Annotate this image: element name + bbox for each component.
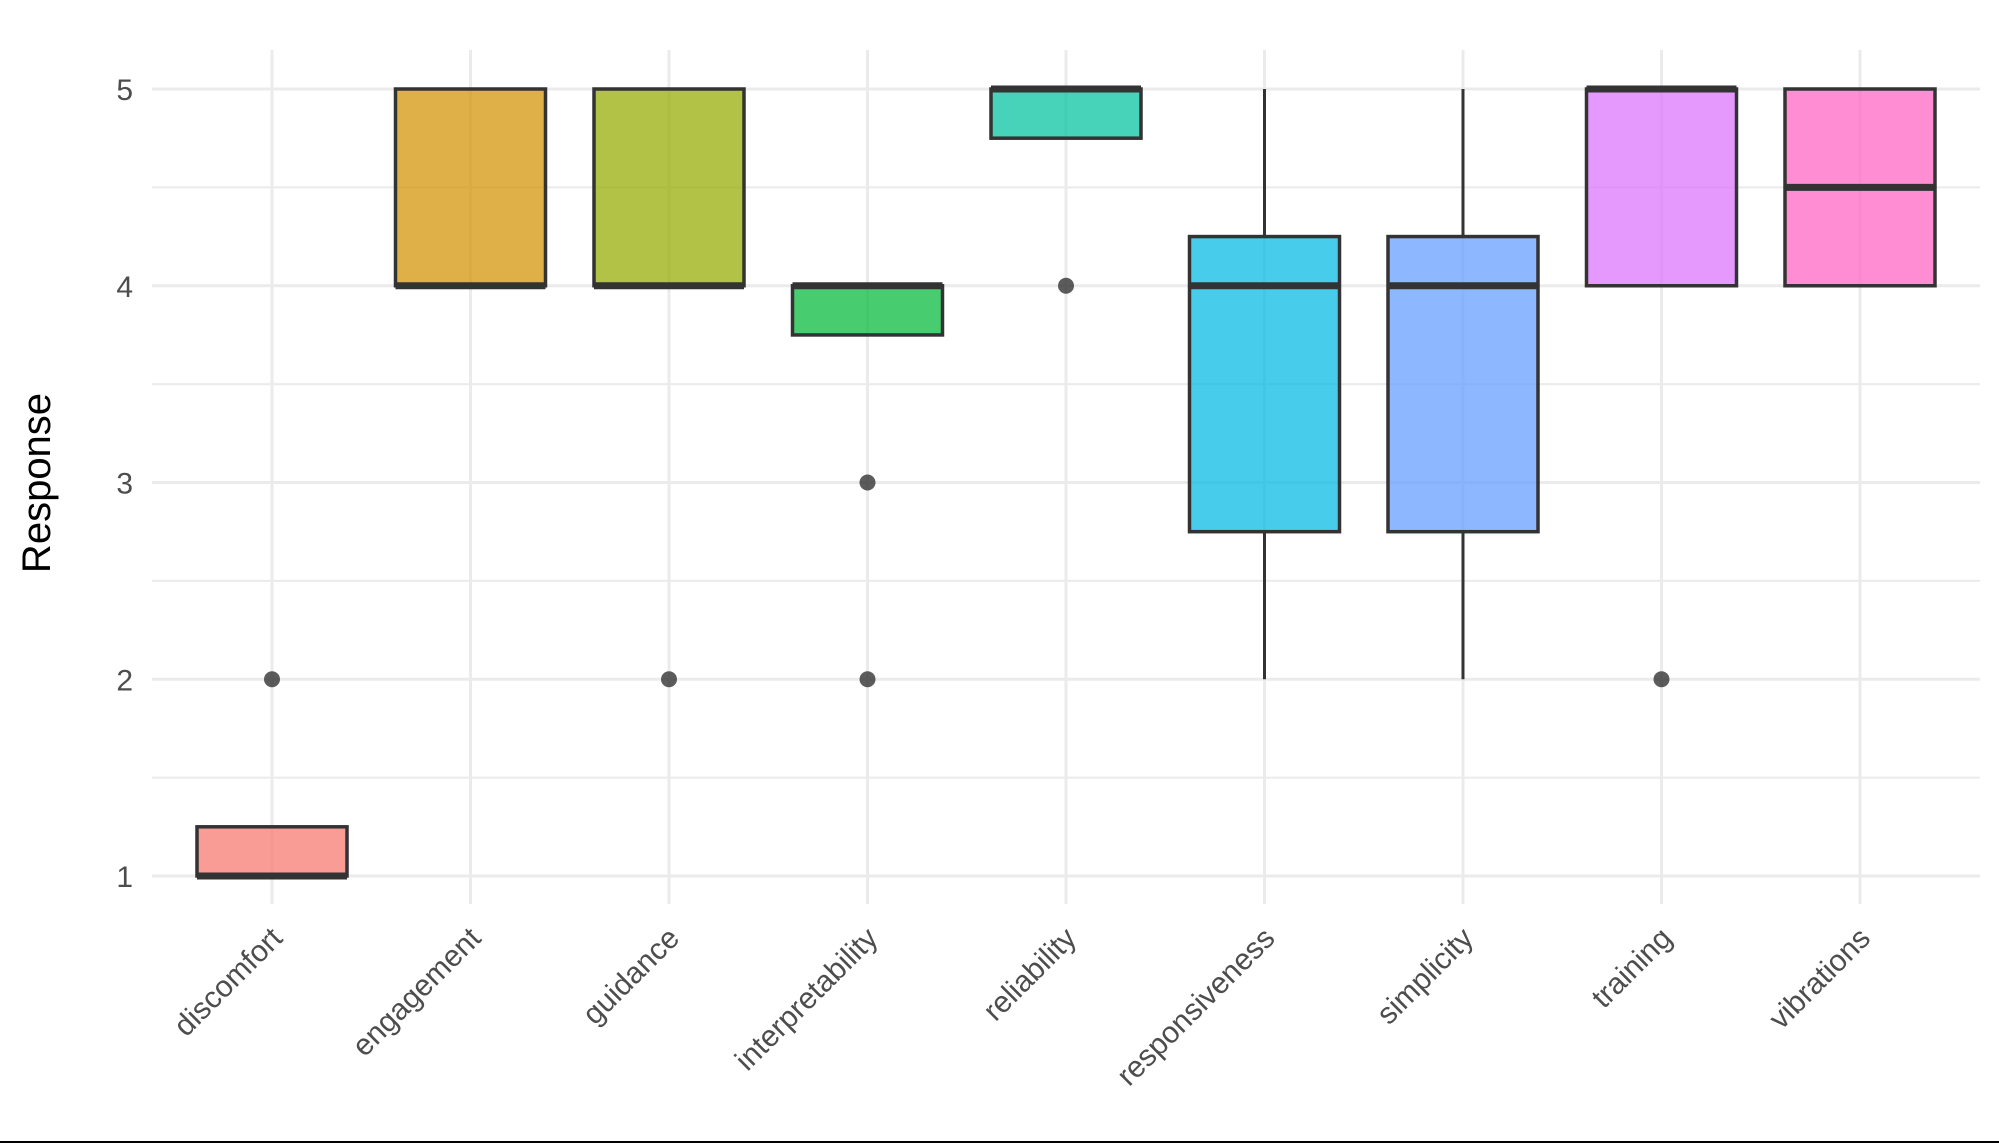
x-tick-label: reliability	[977, 922, 1083, 1028]
box-layer	[195, 85, 1937, 880]
box-group-responsiveness	[1187, 89, 1342, 680]
x-tick-label: responsiveness	[1111, 922, 1282, 1093]
x-tick-label: discomfort	[168, 921, 290, 1043]
y-tick-label: 1	[116, 861, 133, 894]
box-simplicity	[1386, 234, 1540, 534]
box-group-training	[1584, 85, 1739, 688]
outlier-point	[859, 671, 876, 688]
bottom-divider	[0, 1141, 1999, 1143]
x-tick-label: vibrations	[1763, 922, 1877, 1036]
y-tick-label: 2	[116, 664, 133, 697]
box-reliability	[989, 87, 1143, 140]
y-tick-label: 3	[116, 468, 133, 501]
y-tick-label: 4	[116, 271, 133, 304]
box-engagement	[393, 87, 548, 288]
box-group-guidance	[592, 87, 746, 688]
outlier-point	[859, 474, 876, 491]
x-tick-label: training	[1586, 922, 1679, 1015]
box-group-engagement	[393, 87, 548, 290]
box-training	[1584, 87, 1739, 288]
x-tick-label: interpretability	[729, 922, 884, 1077]
outlier-point	[1058, 277, 1074, 294]
y-axis-title: Response	[15, 393, 59, 573]
y-tick-label: 5	[116, 74, 133, 107]
y-axis-ticks: 1 2 3 4 5	[116, 74, 133, 894]
box-group-reliability	[989, 85, 1143, 294]
box-group-simplicity	[1386, 89, 1540, 680]
outlier-point	[661, 671, 677, 688]
x-tick-label: guidance	[577, 922, 686, 1031]
box-group-discomfort	[195, 671, 349, 880]
box-guidance	[592, 87, 746, 288]
box-group-interpretability	[790, 282, 945, 688]
outlier-point	[1653, 671, 1670, 688]
x-tick-label: engagement	[346, 921, 488, 1063]
box-group-vibrations	[1783, 87, 1937, 288]
box-responsiveness	[1187, 234, 1342, 534]
outlier-point	[264, 671, 280, 688]
box-interpretability	[790, 284, 945, 337]
x-axis-ticks: discomfort engagement guidance interpretabi…	[168, 921, 1877, 1092]
box-discomfort	[195, 825, 349, 878]
x-tick-label: simplicity	[1371, 922, 1480, 1031]
